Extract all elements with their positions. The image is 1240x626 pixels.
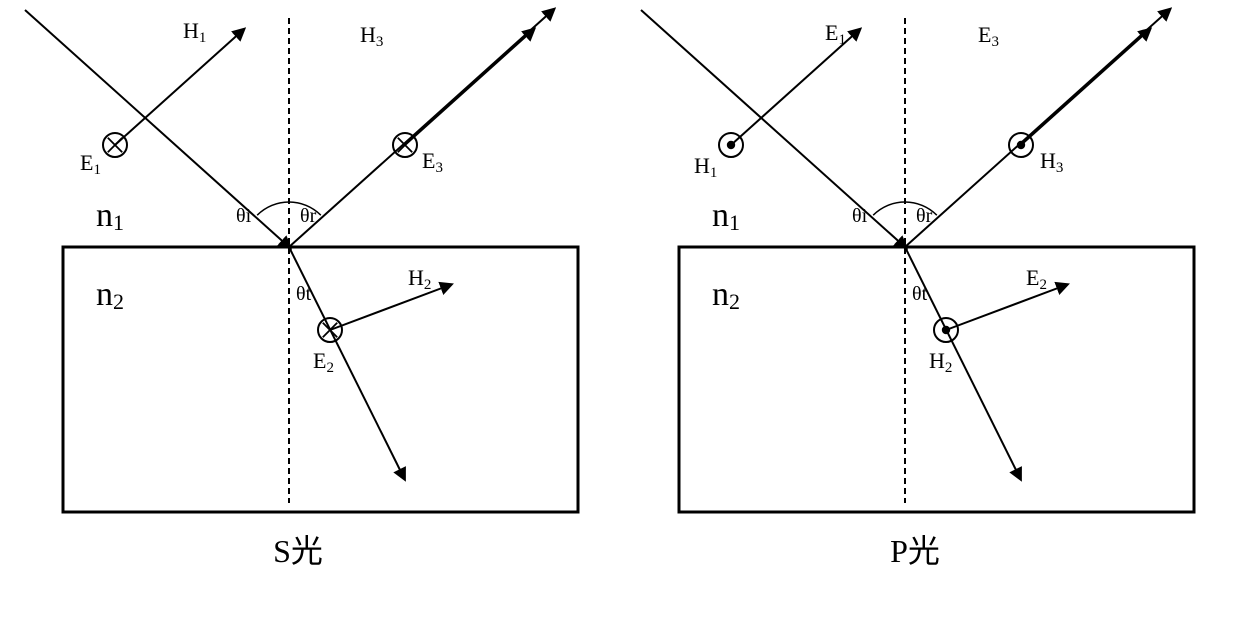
reflected-ray-s xyxy=(289,10,553,247)
theta-r-p: θr xyxy=(916,205,933,227)
field-label-p2-s: E2 xyxy=(313,348,334,376)
field-symbol-p2-p-dot xyxy=(942,326,950,334)
field-symbol-p1-p-dot xyxy=(727,141,735,149)
transmitted-ray-p xyxy=(905,247,1020,478)
perp-label-p3-p: E3 xyxy=(978,22,999,50)
perp-arrow-reflected-p xyxy=(1021,30,1149,145)
perp-label-p3-s: H3 xyxy=(360,22,383,50)
theta-t-p: θt xyxy=(912,283,928,305)
field-label-p1-p: H1 xyxy=(694,153,717,181)
perp-arrow-transmitted-s xyxy=(330,285,450,330)
field-symbol-p3-p-dot xyxy=(1017,141,1025,149)
perp-arrow-reflected-s xyxy=(405,30,533,145)
field-label-p2-p: H2 xyxy=(929,348,952,376)
field-label-p1-s: E1 xyxy=(80,150,101,178)
n2-label-p: n2 xyxy=(712,276,740,314)
angle-arc xyxy=(257,202,289,215)
fresnel-diagram: E1 H1 E3 H3 E2 H2 n1 n2 θi θr θt S光 H1 E1 H3 E3 H2 E2 n1 n2… xyxy=(0,0,1240,626)
theta-i-p: θi xyxy=(852,205,868,227)
n2-label-s: n2 xyxy=(96,276,124,314)
medium-rect-p xyxy=(679,247,1194,512)
theta-r-s: θr xyxy=(300,205,317,227)
transmitted-ray-s xyxy=(289,247,404,478)
perp-label-p2-s: H2 xyxy=(408,265,431,293)
perp-arrow-incident-s xyxy=(115,30,243,145)
angle-arc xyxy=(873,202,905,215)
perp-label-p1-p: E1 xyxy=(825,20,846,48)
n1-label-s: n1 xyxy=(96,197,124,235)
panel-title-s: S光 xyxy=(273,533,323,569)
field-label-p3-s: E3 xyxy=(422,148,443,176)
perp-label-p1-s: H1 xyxy=(183,18,206,46)
theta-t-s: θt xyxy=(296,283,312,305)
theta-i-s: θi xyxy=(236,205,252,227)
n1-label-p: n1 xyxy=(712,197,740,235)
reflected-ray-p xyxy=(905,10,1169,247)
panel-title-p: P光 xyxy=(890,533,940,569)
medium-rect-s xyxy=(63,247,578,512)
perp-label-p2-p: E2 xyxy=(1026,265,1047,293)
field-label-p3-p: H3 xyxy=(1040,148,1063,176)
perp-arrow-transmitted-p xyxy=(946,285,1066,330)
